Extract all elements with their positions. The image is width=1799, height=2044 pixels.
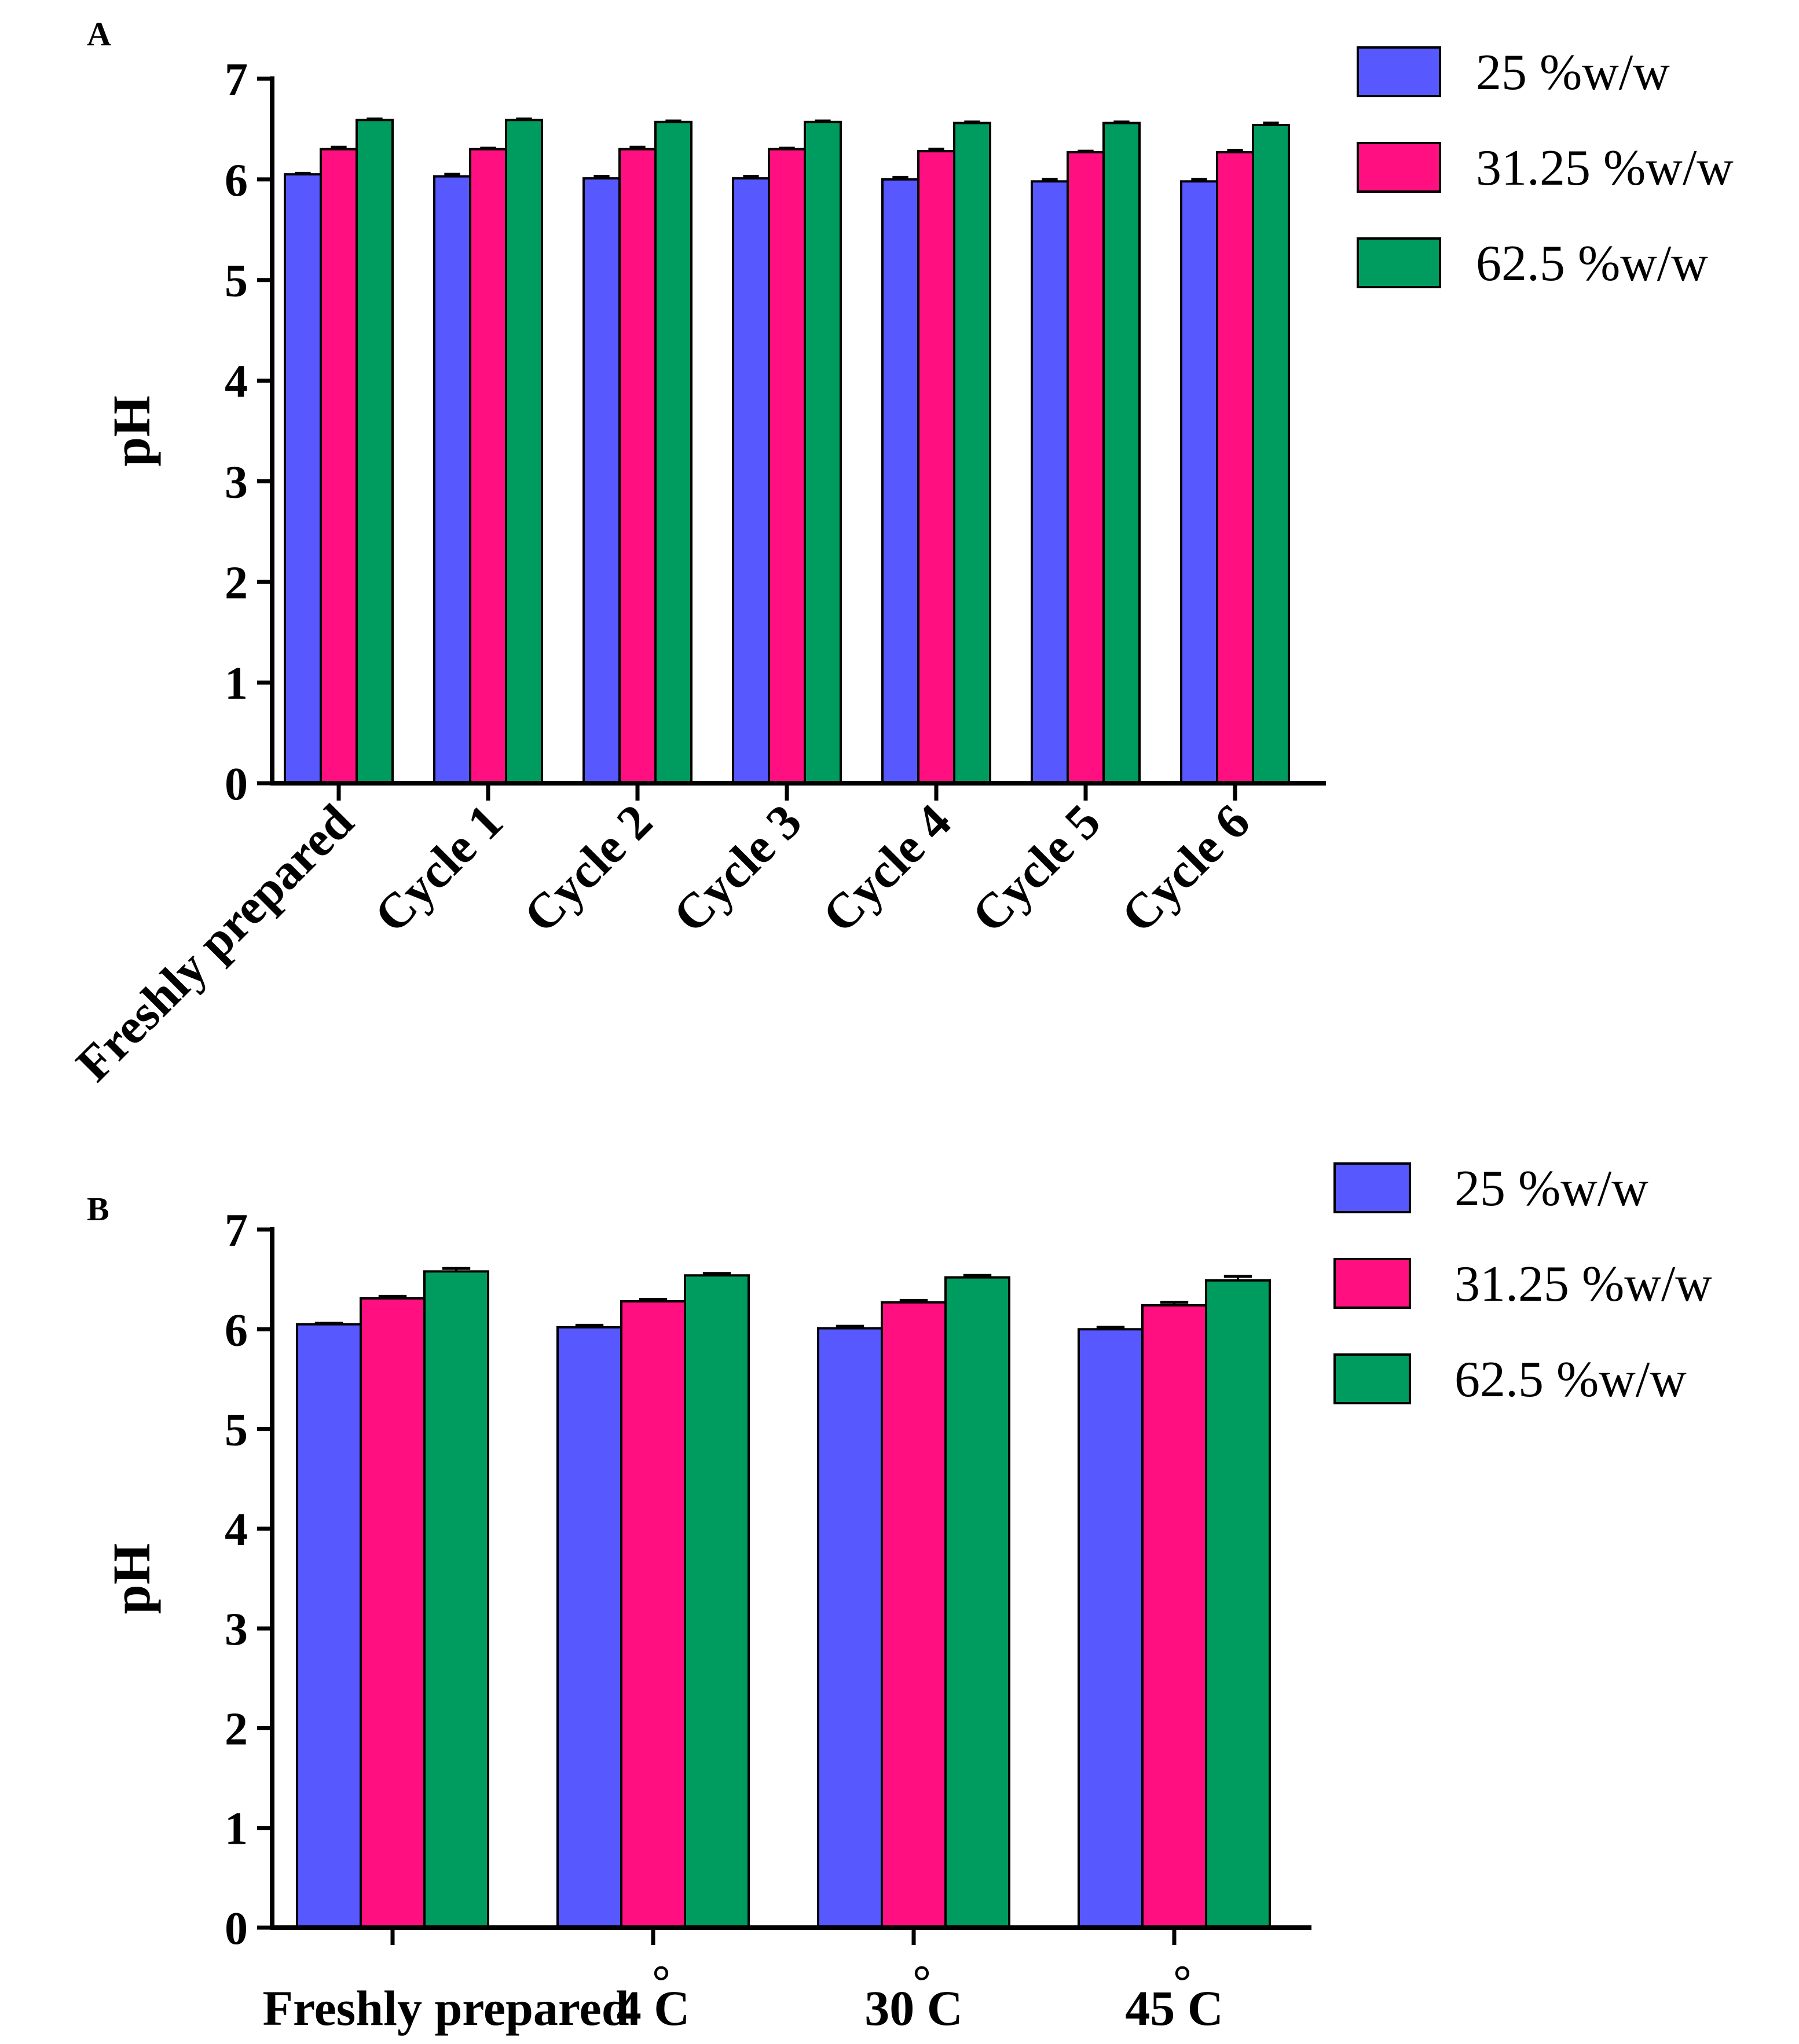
bar-62-5-w-w-0 <box>423 1270 489 1929</box>
legend-swatch <box>1333 1258 1411 1309</box>
bar-25-w-w-3 <box>1078 1328 1144 1929</box>
x-category-label: Freshly prepared <box>65 794 364 1092</box>
bar-25-w-w-4 <box>881 178 919 784</box>
bar-31-25-w-w-3 <box>1141 1304 1207 1929</box>
x-category-label: Cycle 3 <box>662 794 812 944</box>
bar-62-5-w-w-1 <box>505 119 543 785</box>
bar-62-5-w-w-6 <box>1252 123 1290 785</box>
y-tick-label: 1 <box>225 1804 248 1855</box>
bar-25-w-w-0 <box>284 173 322 784</box>
bar-62-5-w-w-5 <box>1102 122 1141 784</box>
degree-mark: ° <box>913 1957 931 2008</box>
x-category-label: 45 C <box>1125 1980 1223 2036</box>
bar-62-5-w-w-2 <box>944 1276 1010 1929</box>
legend-swatch <box>1333 1162 1411 1213</box>
bar-31-25-w-w-5 <box>1067 151 1105 784</box>
x-category-label: 4 C <box>617 1980 690 2036</box>
x-category-label: Freshly prepared <box>262 1980 629 2036</box>
panel-label: A <box>87 15 111 53</box>
degree-mark: ° <box>1173 1957 1192 2008</box>
bar-62-5-w-w-3 <box>804 120 842 785</box>
bar-62-5-w-w-3 <box>1205 1279 1271 1929</box>
legend-swatch <box>1333 1353 1411 1404</box>
y-tick-label: 5 <box>225 1405 248 1456</box>
bar-25-w-w-1 <box>433 175 471 784</box>
legend-label: 31.25 %w/w <box>1454 1256 1712 1312</box>
bar-31-25-w-w-1 <box>469 148 507 785</box>
x-category-label: Cycle 5 <box>961 794 1111 944</box>
y-tick-label: 0 <box>225 1903 248 1954</box>
bar-31-25-w-w-1 <box>620 1300 686 1929</box>
x-category-label: Cycle 6 <box>1111 794 1261 944</box>
bar-31-25-w-w-3 <box>768 148 806 785</box>
bar-31-25-w-w-0 <box>320 148 358 785</box>
y-axis-label: pH <box>102 1543 161 1614</box>
y-tick-label: 3 <box>225 1604 248 1655</box>
bar-25-w-w-5 <box>1031 180 1069 785</box>
y-tick-label: 3 <box>225 457 248 508</box>
panel-label: B <box>87 1190 109 1228</box>
y-tick-label: 5 <box>225 256 248 307</box>
y-tick-label: 2 <box>225 1704 248 1755</box>
y-axis-label: pH <box>102 395 161 467</box>
bar-31-25-w-w-0 <box>360 1297 426 1929</box>
y-tick-label: 2 <box>225 557 248 608</box>
bar-31-25-w-w-4 <box>917 150 955 785</box>
legend-label: 62.5 %w/w <box>1454 1352 1687 1408</box>
y-tick-label: 7 <box>225 54 248 105</box>
bar-25-w-w-1 <box>556 1326 622 1929</box>
bar-25-w-w-3 <box>732 177 770 785</box>
legend-swatch <box>1357 46 1441 97</box>
bar-62-5-w-w-2 <box>654 120 693 785</box>
legend-swatch <box>1357 142 1441 193</box>
y-tick-label: 6 <box>225 155 248 206</box>
bar-31-25-w-w-6 <box>1216 151 1254 784</box>
y-tick-label: 6 <box>225 1305 248 1356</box>
bar-25-w-w-0 <box>296 1323 362 1929</box>
legend-label: 31.25 %w/w <box>1476 140 1734 196</box>
y-tick-label: 7 <box>225 1205 248 1256</box>
degree-mark: ° <box>652 1957 670 2008</box>
x-category-label: Cycle 2 <box>513 794 663 944</box>
y-tick-label: 1 <box>225 658 248 709</box>
x-category-label: Cycle 4 <box>812 794 962 944</box>
y-tick-label: 0 <box>225 759 248 810</box>
legend-swatch <box>1357 237 1441 288</box>
legend-label: 25 %w/w <box>1454 1161 1648 1217</box>
x-category-label: Cycle 1 <box>364 794 514 944</box>
legend-label: 25 %w/w <box>1476 45 1670 101</box>
bar-25-w-w-6 <box>1180 180 1218 785</box>
bar-25-w-w-2 <box>582 177 621 785</box>
legend-label: 62.5 %w/w <box>1476 236 1708 292</box>
x-category-label: 30 C <box>864 1980 963 2036</box>
bar-62-5-w-w-0 <box>356 119 394 785</box>
bar-31-25-w-w-2 <box>618 148 657 785</box>
bar-31-25-w-w-2 <box>881 1301 947 1929</box>
bar-25-w-w-2 <box>817 1327 883 1929</box>
bar-62-5-w-w-4 <box>953 122 991 784</box>
bar-62-5-w-w-1 <box>684 1274 750 1929</box>
y-tick-label: 4 <box>225 1504 248 1555</box>
y-tick-label: 4 <box>225 357 248 408</box>
